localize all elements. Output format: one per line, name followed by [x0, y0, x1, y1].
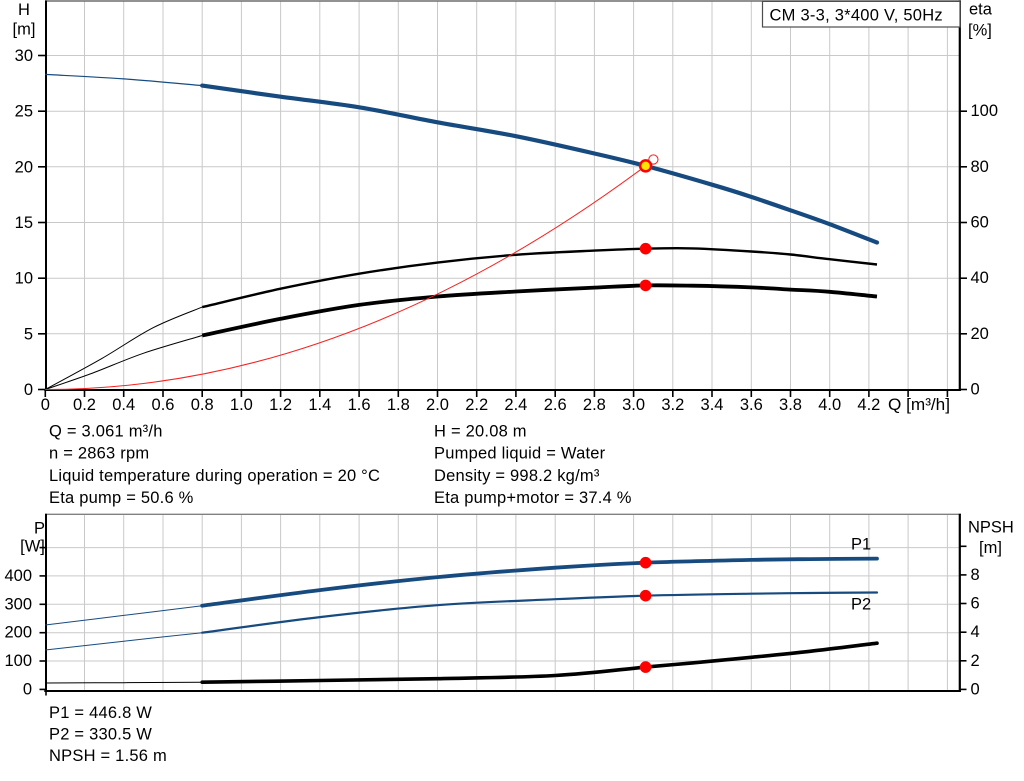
svg-text:3.8: 3.8	[779, 396, 802, 414]
svg-text:0.8: 0.8	[191, 396, 214, 414]
svg-text:0: 0	[971, 381, 980, 399]
svg-text:4: 4	[971, 623, 980, 641]
svg-text:n = 2863 rpm: n = 2863 rpm	[49, 445, 149, 463]
svg-text:1.8: 1.8	[387, 396, 410, 414]
svg-text:Density = 998.2 kg/m³: Density = 998.2 kg/m³	[434, 467, 600, 485]
svg-text:P1: P1	[851, 536, 871, 554]
svg-text:Liquid temperature during oper: Liquid temperature during operation = 20…	[49, 467, 380, 485]
svg-text:2: 2	[971, 652, 980, 670]
svg-text:0: 0	[24, 381, 33, 399]
svg-text:Eta pump+motor = 37.4 %: Eta pump+motor = 37.4 %	[434, 489, 632, 507]
svg-text:NPSH: NPSH	[968, 519, 1014, 537]
svg-text:0.4: 0.4	[112, 396, 135, 414]
svg-text:15: 15	[15, 214, 33, 232]
svg-text:[%]: [%]	[968, 22, 992, 40]
svg-text:20: 20	[971, 325, 989, 343]
svg-text:10: 10	[15, 270, 33, 288]
svg-text:[m]: [m]	[13, 21, 36, 39]
svg-text:5: 5	[24, 325, 33, 343]
svg-text:P1 = 446.8 W: P1 = 446.8 W	[49, 704, 152, 722]
svg-text:Pumped liquid = Water: Pumped liquid = Water	[434, 445, 606, 463]
svg-text:3.2: 3.2	[661, 396, 684, 414]
svg-text:H: H	[18, 1, 30, 19]
svg-text:Q [m³/h]: Q [m³/h]	[888, 396, 950, 414]
svg-text:0.6: 0.6	[152, 396, 175, 414]
svg-text:P2: P2	[851, 596, 871, 614]
svg-text:eta: eta	[969, 1, 993, 19]
svg-text:2.8: 2.8	[583, 396, 606, 414]
svg-text:1.2: 1.2	[269, 396, 292, 414]
svg-text:2.6: 2.6	[544, 396, 567, 414]
svg-text:[W]: [W]	[20, 538, 45, 556]
svg-text:4.0: 4.0	[818, 396, 841, 414]
svg-text:2.2: 2.2	[465, 396, 488, 414]
svg-text:100: 100	[4, 652, 32, 670]
svg-text:1.4: 1.4	[308, 396, 331, 414]
svg-text:2.0: 2.0	[426, 396, 449, 414]
svg-text:1.0: 1.0	[230, 396, 253, 414]
svg-text:P: P	[34, 520, 45, 538]
svg-text:[m]: [m]	[979, 539, 1002, 557]
svg-text:NPSH = 1.56 m: NPSH = 1.56 m	[49, 747, 167, 765]
svg-text:40: 40	[971, 269, 989, 287]
svg-text:CM 3-3, 3*400 V, 50Hz: CM 3-3, 3*400 V, 50Hz	[770, 7, 943, 25]
svg-text:1.6: 1.6	[348, 396, 371, 414]
svg-text:200: 200	[4, 624, 32, 642]
svg-text:H = 20.08 m: H = 20.08 m	[434, 422, 527, 440]
svg-text:Eta pump = 50.6 %: Eta pump = 50.6 %	[49, 489, 194, 507]
svg-text:25: 25	[15, 103, 33, 121]
svg-text:3.4: 3.4	[701, 396, 724, 414]
svg-text:300: 300	[4, 595, 32, 613]
svg-text:6: 6	[971, 595, 980, 613]
svg-text:100: 100	[971, 102, 999, 120]
svg-text:400: 400	[4, 567, 32, 585]
svg-text:0: 0	[41, 396, 50, 414]
svg-text:3.6: 3.6	[740, 396, 763, 414]
svg-text:30: 30	[15, 47, 33, 65]
svg-text:4.2: 4.2	[857, 396, 880, 414]
svg-text:0: 0	[23, 680, 32, 698]
svg-text:0: 0	[971, 680, 980, 698]
svg-text:2.4: 2.4	[504, 396, 527, 414]
svg-text:20: 20	[15, 158, 33, 176]
svg-text:3.0: 3.0	[622, 396, 645, 414]
svg-text:80: 80	[971, 158, 989, 176]
svg-text:Q = 3.061 m³/h: Q = 3.061 m³/h	[49, 422, 163, 440]
svg-text:0.2: 0.2	[73, 396, 96, 414]
svg-text:8: 8	[971, 566, 980, 584]
svg-text:P2 = 330.5 W: P2 = 330.5 W	[49, 726, 152, 744]
svg-text:60: 60	[971, 214, 989, 232]
